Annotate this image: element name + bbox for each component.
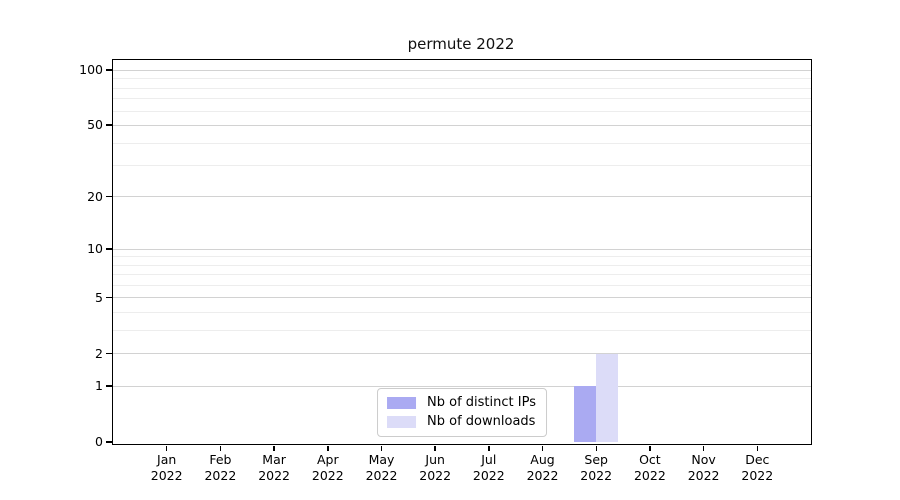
y-tick-label: 50: [87, 117, 103, 133]
minor-gridline: [113, 312, 811, 313]
y-tick-mark: [106, 441, 112, 443]
x-tick-mark: [488, 445, 490, 451]
x-tick-mark: [702, 445, 705, 451]
minor-gridline: [113, 264, 811, 266]
x-tick-mark: [595, 445, 597, 451]
x-tick-mark: [273, 445, 275, 451]
legend-swatch-distinct-ips-icon: [387, 397, 417, 409]
minor-gridline: [113, 274, 811, 276]
legend-label-downloads: Nb of downloads: [427, 414, 536, 429]
minor-gridline: [113, 142, 811, 144]
x-tick-label: Nov 2022: [687, 452, 720, 483]
y-tick-mark: [106, 124, 112, 126]
legend: Nb of distinct IPs Nb of downloads: [377, 388, 547, 437]
major-gridline: [113, 297, 811, 299]
minor-gridline: [113, 98, 811, 100]
x-tick-mark: [219, 445, 222, 451]
chart-title: permute 2022: [407, 35, 515, 53]
legend-row-downloads: Nb of downloads: [387, 415, 536, 429]
x-tick-mark: [756, 445, 759, 451]
x-tick-mark: [165, 445, 168, 451]
x-tick-mark: [327, 445, 329, 451]
major-gridline: [113, 196, 811, 198]
x-tick-label: Oct 2022: [633, 452, 666, 483]
x-tick-label: Feb 2022: [204, 452, 237, 483]
legend-swatch-downloads-icon: [387, 416, 417, 428]
y-tick-label: 20: [87, 188, 103, 204]
legend-label-distinct-ips: Nb of distinct IPs: [427, 395, 536, 410]
minor-gridline: [113, 87, 811, 89]
x-tick-label: Aug 2022: [526, 452, 559, 483]
minor-gridline: [113, 78, 811, 80]
bar-downloads: [596, 353, 619, 442]
x-tick-label: Dec 2022: [741, 452, 774, 483]
major-gridline: [113, 248, 811, 250]
y-tick-mark: [106, 248, 112, 250]
minor-gridline: [113, 165, 811, 167]
legend-row-distinct-ips: Nb of distinct IPs: [387, 396, 536, 410]
y-tick-label: 1: [95, 378, 103, 394]
minor-gridline: [113, 110, 811, 112]
x-tick-mark: [649, 445, 651, 451]
major-gridline: [113, 69, 811, 71]
y-tick-label: 5: [95, 289, 103, 305]
x-tick-label: Jan 2022: [150, 452, 183, 483]
x-tick-label: Jun 2022: [419, 452, 452, 483]
bar-distinct-ips: [574, 386, 597, 442]
minor-gridline: [113, 330, 811, 331]
minor-gridline: [113, 256, 811, 258]
y-tick-mark: [106, 195, 112, 198]
x-tick-label: Mar 2022: [258, 452, 290, 483]
x-tick-mark: [380, 445, 383, 451]
x-tick-label: Apr 2022: [311, 452, 344, 483]
major-gridline: [113, 353, 811, 355]
y-tick-mark: [106, 69, 112, 71]
y-tick-mark: [106, 296, 112, 299]
y-tick-mark: [106, 385, 112, 387]
major-gridline: [113, 385, 811, 387]
y-tick-label: 2: [95, 345, 103, 361]
y-tick-mark: [106, 352, 112, 355]
x-tick-label: May 2022: [365, 452, 398, 483]
y-tick-label: 10: [87, 241, 103, 256]
x-tick-label: Sep 2022: [580, 452, 613, 483]
major-gridline: [113, 124, 811, 126]
plot-area: 0 1 2 5 10 20 50 100 Jan 2022 Feb 2022 Mar 2022 Apr 20…: [79, 59, 812, 483]
y-tick-label: 0: [95, 434, 103, 450]
minor-gridline: [113, 284, 811, 286]
y-tick-label: 100: [79, 62, 103, 78]
x-tick-label: Jul 2022: [472, 452, 505, 483]
x-tick-mark: [541, 445, 544, 451]
x-tick-mark: [434, 445, 436, 451]
